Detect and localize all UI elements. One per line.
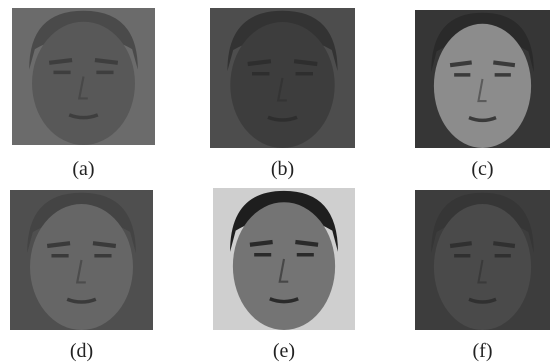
face-image xyxy=(12,8,155,145)
face xyxy=(233,202,335,330)
face xyxy=(434,204,531,330)
panel-label: (a) xyxy=(44,158,124,181)
panel-label: (c) xyxy=(443,158,523,181)
panel-label: (b) xyxy=(243,158,323,181)
face-image xyxy=(213,188,355,330)
face-image xyxy=(415,10,550,148)
face xyxy=(32,22,135,145)
face xyxy=(434,24,531,148)
face xyxy=(230,22,334,148)
figure: (a) (b) (c) (d) (e) (f) xyxy=(0,0,558,364)
panel-label: (e) xyxy=(244,340,324,363)
face-image xyxy=(210,8,355,148)
face-image xyxy=(10,190,153,330)
panel-label: (f) xyxy=(443,340,523,363)
face-image xyxy=(415,190,550,330)
face xyxy=(30,204,133,330)
panel-label: (d) xyxy=(42,340,122,363)
